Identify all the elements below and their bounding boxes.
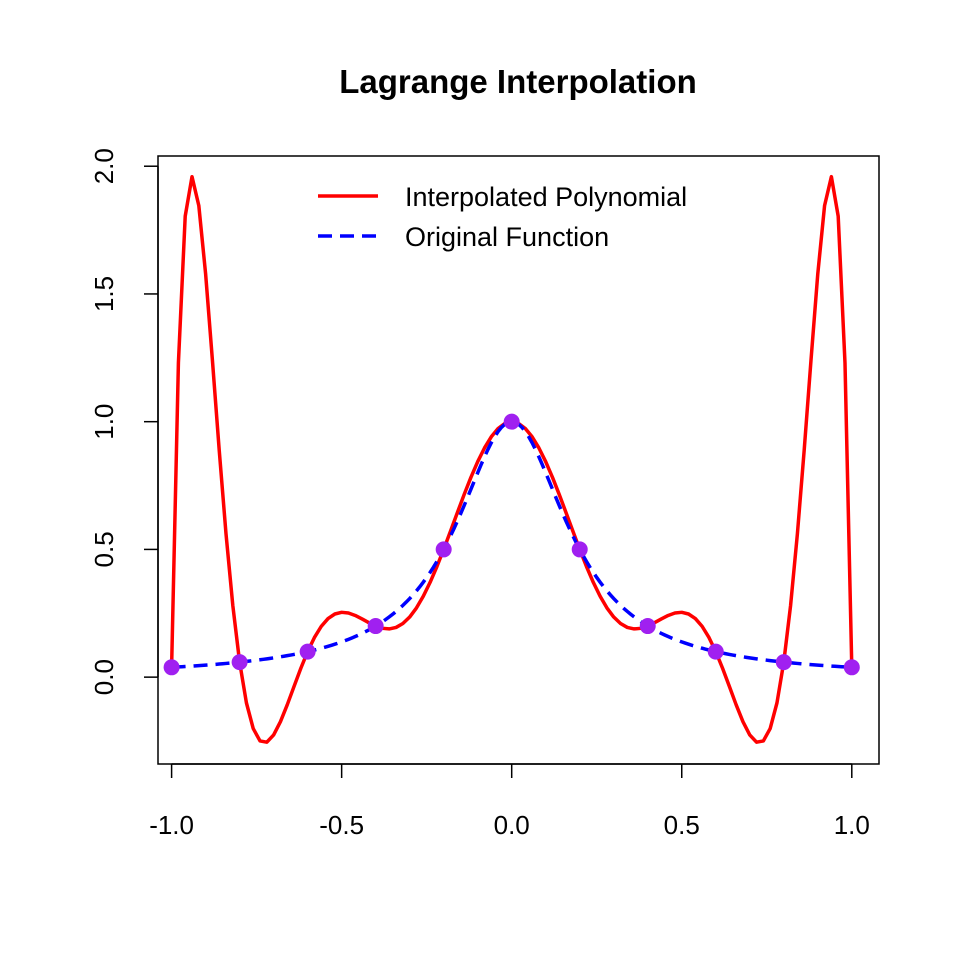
data-point: [503, 413, 520, 430]
y-tick-label: 1.5: [89, 276, 119, 312]
data-point: [707, 643, 724, 660]
y-tick-label: 2.0: [89, 148, 119, 184]
legend: Interpolated Polynomial Original Functio…: [318, 182, 687, 252]
data-point: [299, 643, 316, 660]
data-point: [571, 541, 588, 558]
data-point: [775, 654, 792, 671]
x-axis: -1.0 -0.5 0.0 0.5 1.0: [149, 763, 870, 840]
data-point: [163, 659, 180, 676]
chart-title: Lagrange Interpolation: [339, 63, 697, 100]
data-point: [367, 618, 384, 635]
y-tick-label: 0.0: [89, 659, 119, 695]
data-point: [639, 618, 656, 635]
data-point: [435, 541, 452, 558]
y-axis: 0.0 0.5 1.0 1.5 2.0: [89, 148, 159, 695]
x-tick-label: 1.0: [834, 810, 870, 840]
plot-area: [163, 174, 860, 744]
data-point: [231, 654, 248, 671]
series-original-function: [171, 419, 852, 670]
y-tick-label: 1.0: [89, 404, 119, 440]
y-tick-label: 0.5: [89, 531, 119, 567]
x-tick-label: -1.0: [149, 810, 194, 840]
legend-label-interpolated: Interpolated Polynomial: [405, 182, 687, 212]
legend-label-original: Original Function: [405, 222, 609, 252]
x-tick-label: 0.0: [494, 810, 530, 840]
x-tick-label: -0.5: [319, 810, 364, 840]
data-point: [843, 659, 860, 676]
x-tick-label: 0.5: [664, 810, 700, 840]
